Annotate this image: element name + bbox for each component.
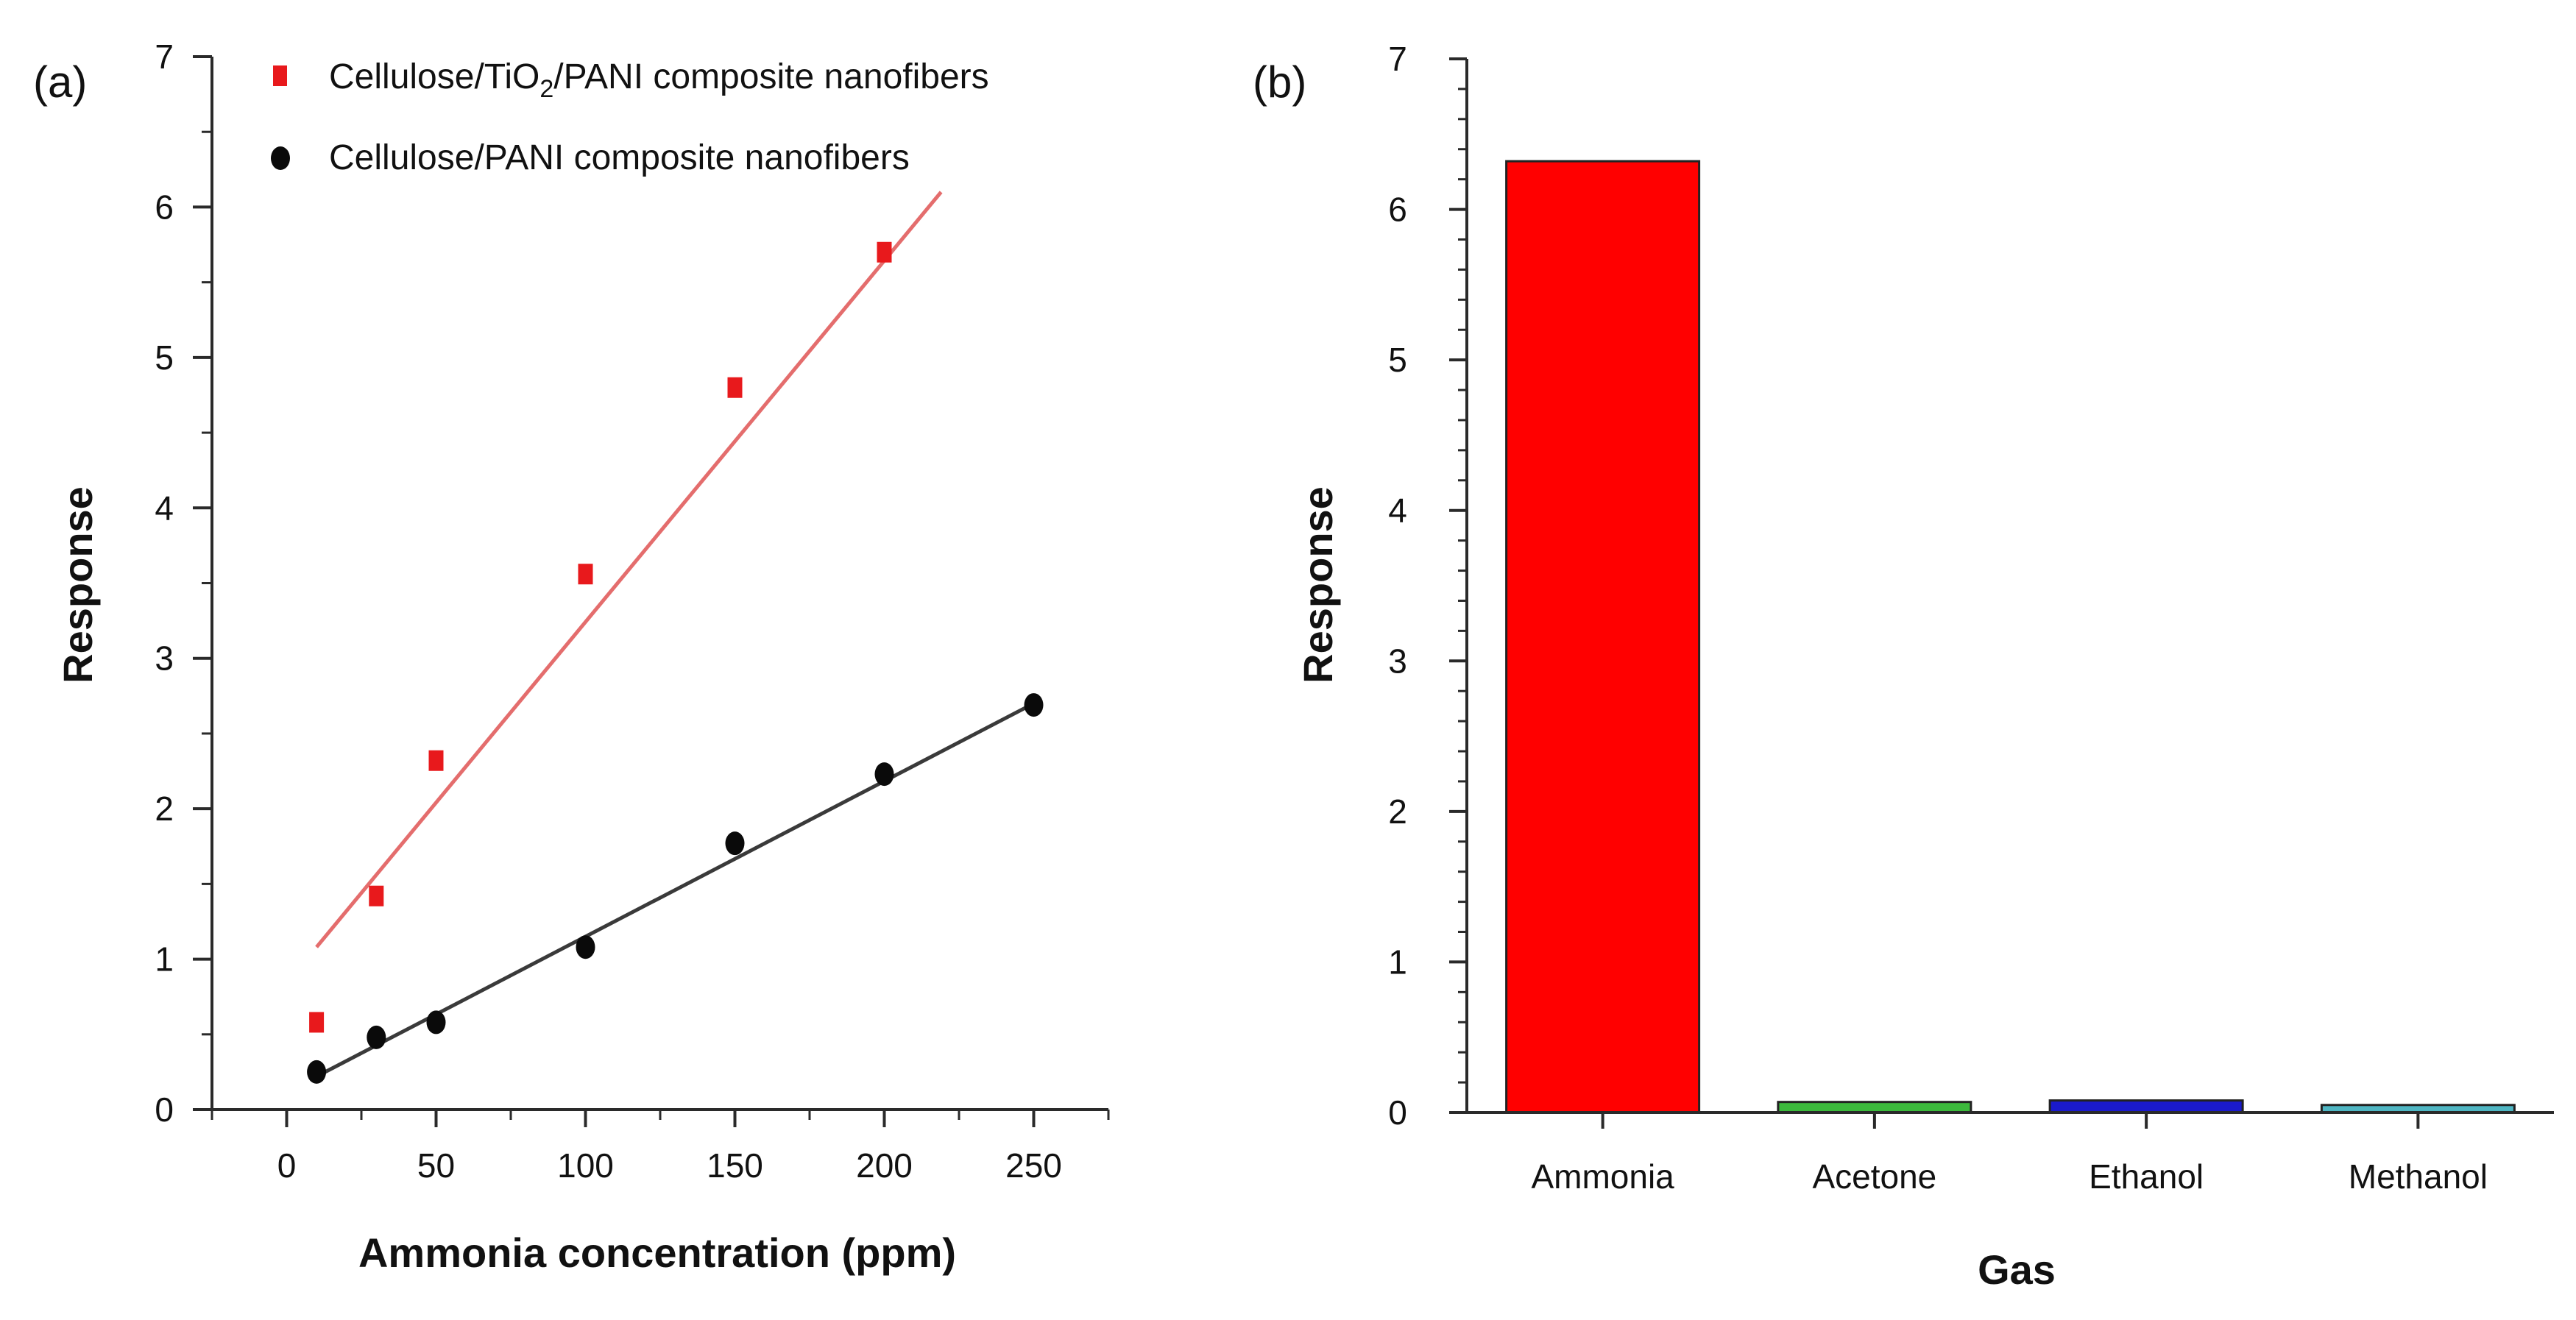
y-tick-label-b: 6 bbox=[1388, 191, 1407, 229]
legend-marker-circle bbox=[271, 146, 290, 170]
data-point-pani bbox=[874, 762, 894, 787]
data-point-tio2 bbox=[369, 885, 384, 906]
y-tick-label-a: 2 bbox=[155, 789, 174, 828]
y-tick-label-b: 0 bbox=[1388, 1093, 1407, 1132]
x-tick-label-a: 150 bbox=[707, 1146, 763, 1185]
data-point-tio2 bbox=[578, 564, 593, 585]
x-axis-a: 0 50 100 150 200 250 bbox=[210, 1110, 1110, 1185]
data-points-a bbox=[307, 241, 1044, 1084]
y-tick-label-a: 0 bbox=[155, 1090, 174, 1129]
y-tick-label-b: 1 bbox=[1388, 943, 1407, 981]
legend-label-tio2: Cellulose/TiO2/PANI composite nanofibers bbox=[329, 57, 989, 103]
y-tick-label-a: 3 bbox=[155, 639, 174, 678]
fit-line-pani bbox=[315, 701, 1035, 1079]
fit-lines-a bbox=[315, 191, 1035, 1079]
legend-entry-pani: Cellulose/PANI composite nanofibers bbox=[271, 138, 910, 177]
scatter-chart-a: (a) 0 1 2 3 4 5 6 7 0 50 100 150 200 250 Response Am… bbox=[33, 38, 1110, 1276]
legend-marker-square bbox=[273, 65, 287, 86]
y-tick-label-a: 6 bbox=[155, 188, 174, 226]
x-tick-label-methanol: Methanol bbox=[2349, 1157, 2488, 1196]
bar-ammonia bbox=[1505, 160, 1701, 1114]
y-tick-label-a: 4 bbox=[155, 489, 174, 527]
data-point-pani bbox=[426, 1010, 446, 1035]
bar-chart-b: (b) 0 1 2 3 4 5 6 7 Ammonia Acetone Ethanol Methan… bbox=[1253, 40, 2554, 1293]
y-tick-label-b: 4 bbox=[1388, 492, 1407, 530]
y-tick-label-b: 3 bbox=[1388, 642, 1407, 680]
y-tick-label-b: 5 bbox=[1388, 341, 1407, 379]
x-tick-label-acetone: Acetone bbox=[1812, 1157, 1936, 1196]
x-tick-label-ethanol: Ethanol bbox=[2089, 1157, 2204, 1196]
x-tick-label-a: 100 bbox=[557, 1146, 614, 1185]
legend-a: Cellulose/TiO2/PANI composite nanofibers… bbox=[271, 57, 989, 177]
x-axis-b: Ammonia Acetone Ethanol Methanol bbox=[1531, 1113, 2488, 1196]
data-point-tio2 bbox=[727, 377, 743, 398]
data-point-tio2 bbox=[877, 241, 892, 263]
x-tick-label-a: 0 bbox=[277, 1146, 297, 1185]
data-point-pani bbox=[367, 1025, 386, 1049]
y-tick-label-a: 7 bbox=[155, 38, 174, 76]
bars-b bbox=[1505, 160, 2516, 1114]
data-point-pani bbox=[307, 1060, 327, 1084]
bar-acetone bbox=[1777, 1101, 1972, 1114]
x-tick-label-ammonia: Ammonia bbox=[1531, 1157, 1674, 1196]
data-point-pani bbox=[576, 935, 595, 959]
y-tick-label-a: 1 bbox=[155, 940, 174, 979]
y-axis-a: 0 1 2 3 4 5 6 7 bbox=[155, 38, 212, 1129]
panel-b-label: (b) bbox=[1253, 57, 1306, 107]
y-axis-title-b: Response bbox=[1295, 486, 1341, 684]
legend-entry-tio2: Cellulose/TiO2/PANI composite nanofibers bbox=[273, 57, 989, 103]
y-axis-title-a: Response bbox=[54, 486, 101, 684]
x-tick-label-a: 250 bbox=[1005, 1146, 1062, 1185]
data-point-pani bbox=[1024, 693, 1044, 717]
fit-line-tio2 bbox=[315, 191, 943, 948]
x-axis-title-b: Gas bbox=[1978, 1246, 2056, 1293]
y-axis-b: 0 1 2 3 4 5 6 7 bbox=[1388, 40, 1467, 1132]
panel-a-label: (a) bbox=[33, 57, 87, 107]
bar-ethanol bbox=[2048, 1099, 2244, 1114]
x-tick-label-a: 200 bbox=[856, 1146, 913, 1185]
y-tick-label-b: 2 bbox=[1388, 792, 1407, 831]
x-tick-label-a: 50 bbox=[417, 1146, 455, 1185]
data-point-tio2 bbox=[428, 750, 444, 771]
legend-label-pani: Cellulose/PANI composite nanofibers bbox=[329, 138, 910, 177]
y-tick-label-a: 5 bbox=[155, 338, 174, 377]
data-point-tio2 bbox=[309, 1012, 325, 1033]
x-axis-title-a: Ammonia concentration (ppm) bbox=[358, 1229, 956, 1276]
data-point-pani bbox=[725, 831, 745, 856]
y-tick-label-b: 7 bbox=[1388, 40, 1407, 78]
